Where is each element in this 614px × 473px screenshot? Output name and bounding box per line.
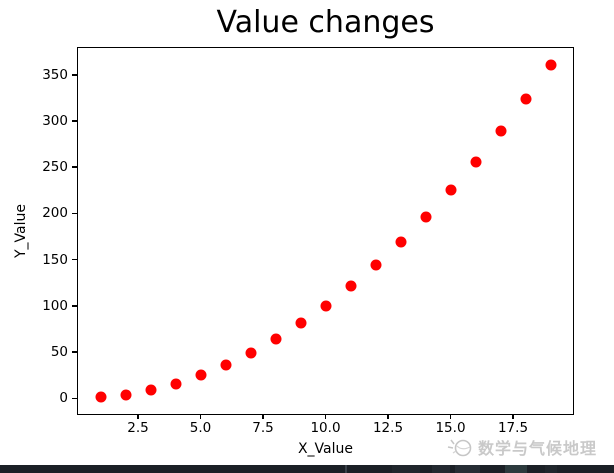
globe-icon [447, 439, 472, 457]
data-point [345, 280, 356, 292]
y-tick-label: 0 [59, 390, 68, 407]
x-tick-label: 10.0 [310, 420, 341, 436]
y-tick-mark [72, 351, 77, 353]
x-tick-label: 12.5 [372, 420, 404, 436]
y-tick-mark [72, 305, 77, 307]
chart-title: Value changes [216, 5, 435, 40]
watermark: 数学与气候地理 [447, 435, 597, 459]
y-tick-mark [72, 74, 77, 76]
taskbar-strip [0, 465, 614, 473]
y-tick-label: 250 [42, 159, 68, 176]
x-tick-mark [137, 414, 139, 419]
data-point [470, 156, 481, 168]
y-tick-mark [72, 166, 77, 168]
data-point [120, 389, 131, 401]
data-point [520, 93, 531, 105]
y-tick-label: 300 [42, 113, 68, 129]
y-tick-label: 50 [50, 344, 68, 361]
taskbar-segment [345, 465, 347, 473]
y-tick-mark [72, 120, 77, 122]
plot-area [77, 47, 574, 415]
taskbar-segment [432, 465, 450, 473]
data-point [195, 369, 206, 381]
x-axis-label: X_Value [297, 441, 354, 457]
data-point [95, 391, 106, 403]
x-tick-label: 17.5 [497, 420, 529, 436]
data-point [270, 333, 281, 345]
data-point [320, 300, 331, 312]
y-tick-label: 100 [42, 297, 68, 314]
x-tick-mark [199, 414, 202, 419]
y-tick-mark [72, 212, 77, 215]
x-tick-mark [449, 414, 452, 419]
taskbar-segment [455, 465, 480, 473]
data-point [295, 317, 306, 329]
data-point [445, 184, 456, 196]
x-tick-mark [387, 414, 389, 419]
data-point [370, 259, 381, 271]
x-tick-mark [512, 414, 514, 419]
x-tick-mark [262, 414, 264, 419]
y-tick-mark [72, 397, 77, 400]
data-point [545, 59, 556, 71]
x-tick-label: 15.0 [435, 420, 466, 436]
taskbar-segment [545, 465, 557, 473]
watermark-text: 数学与气候地理 [478, 439, 598, 458]
y-tick-label: 350 [42, 66, 68, 83]
data-point [395, 236, 406, 248]
x-tick-label: 5.0 [189, 420, 212, 436]
taskbar-segment [392, 465, 420, 473]
data-point [495, 125, 506, 137]
data-point [220, 359, 231, 371]
x-tick-label: 7.5 [252, 420, 274, 436]
x-tick-label: 2.5 [127, 420, 149, 436]
taskbar-segment [505, 465, 527, 473]
data-point [245, 347, 256, 359]
y-tick-label: 200 [42, 205, 68, 222]
y-tick-mark [72, 258, 77, 261]
y-axis-label: Y_Value [13, 204, 29, 258]
data-point [420, 211, 431, 223]
data-point [170, 378, 181, 389]
y-tick-label: 150 [42, 251, 68, 268]
data-point [145, 384, 156, 396]
x-tick-mark [324, 414, 327, 419]
